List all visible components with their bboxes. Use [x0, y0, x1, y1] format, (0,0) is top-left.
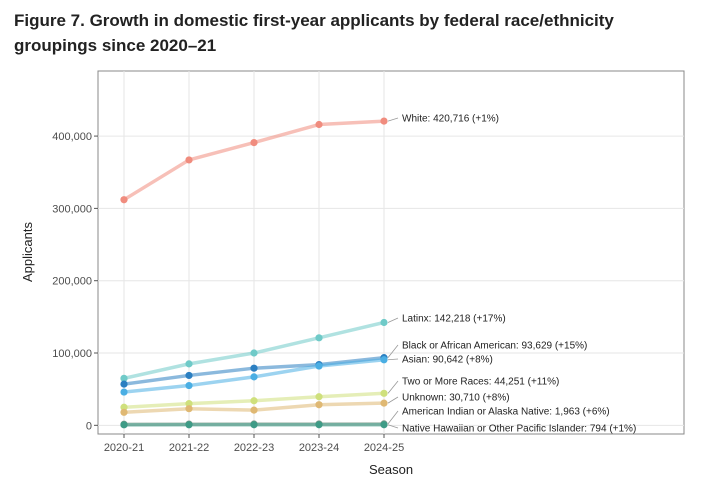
y-axis: 0 100,000 200,000 300,000 400,000 [52, 131, 98, 432]
data-point-latinx [250, 349, 258, 357]
y-tick-label: 100,000 [52, 348, 92, 360]
data-point-asian [315, 362, 323, 370]
series-labels: White: 420,716 (+1%) Latinx: 142,218 (+17… [387, 114, 636, 435]
label-leader-white [387, 117, 399, 122]
x-axis: 2020-21 2021-22 2022-23 2023-24 2024-25 [104, 434, 404, 454]
chart-title: Figure 7. Growth in domestic first-year … [14, 11, 614, 55]
y-tick-label: 400,000 [52, 131, 92, 143]
series-lines [120, 117, 388, 429]
series-label-native-hawaiian-or-other-pacific-islander: Native Hawaiian or Other Pacific Islande… [402, 424, 636, 435]
data-point-native-hawaiian-or-other-pacific-islander [315, 421, 323, 429]
data-point-white [315, 120, 323, 129]
data-point-black-or-african-american [185, 371, 193, 380]
series-label-white: White: 420,716 (+1%) [402, 114, 499, 125]
label-leader-unknown [387, 396, 399, 404]
x-tick-label: 2022-23 [234, 442, 274, 454]
data-point-white [380, 117, 388, 125]
data-point-white [185, 156, 193, 164]
series-label-asian: Asian: 90,642 (+8%) [402, 355, 493, 366]
label-leader-latinx [387, 317, 399, 323]
data-point-latinx [380, 318, 388, 327]
data-point-asian [120, 388, 128, 396]
x-tick-label: 2024-25 [364, 442, 404, 454]
series-label-black-or-african-american: Black or African American: 93,629 (+15%) [402, 341, 587, 352]
y-tick-label: 0 [86, 420, 92, 432]
data-point-unknown [120, 408, 128, 416]
label-leader-american-indian-or-alaska-native [387, 410, 399, 425]
x-tick-label: 2023-24 [299, 442, 339, 454]
data-point-black-or-african-american [120, 380, 128, 388]
x-axis-title: Season [369, 462, 413, 477]
data-point-two-or-more-races [250, 397, 258, 405]
data-point-latinx [315, 334, 323, 342]
x-tick-label: 2020-21 [104, 442, 144, 454]
data-point-latinx [185, 360, 193, 368]
data-point-native-hawaiian-or-other-pacific-islander [185, 421, 193, 429]
data-point-unknown [315, 401, 323, 409]
series-label-unknown: Unknown: 30,710 (+8%) [402, 393, 510, 404]
label-leader-black-or-african-american [387, 344, 399, 358]
data-point-unknown [380, 399, 388, 407]
series-label-two-or-more-races: Two or More Races: 44,251 (+11%) [402, 377, 559, 388]
plot-panel [97, 70, 685, 435]
data-point-two-or-more-races [185, 400, 193, 408]
data-point-asian [250, 373, 258, 381]
series-label-american-indian-or-alaska-native: American Indian or Alaska Native: 1,963 … [402, 407, 610, 418]
data-point-two-or-more-races [380, 389, 388, 397]
label-leader-two-or-more-races [387, 380, 399, 394]
label-leader-asian [387, 358, 399, 361]
series-label-latinx: Latinx: 142,218 (+17%) [402, 314, 506, 325]
data-point-native-hawaiian-or-other-pacific-islander [120, 421, 128, 429]
data-point-two-or-more-races [315, 393, 323, 401]
x-tick-label: 2021-22 [169, 442, 209, 454]
data-point-two-or-more-races [120, 403, 128, 411]
data-point-black-or-african-american [250, 364, 258, 372]
y-axis-title: Applicants [20, 222, 35, 282]
y-tick-label: 200,000 [52, 276, 92, 288]
data-point-unknown [185, 405, 193, 413]
data-point-white [120, 196, 128, 204]
data-point-latinx [120, 374, 128, 382]
data-point-white [250, 138, 258, 147]
data-point-native-hawaiian-or-other-pacific-islander [250, 421, 258, 429]
y-tick-label: 300,000 [52, 203, 92, 215]
data-point-unknown [250, 406, 258, 414]
data-point-asian [380, 356, 388, 364]
data-point-native-hawaiian-or-other-pacific-islander [380, 421, 388, 429]
label-leader-native-hawaiian-or-other-pacific-islander [387, 424, 399, 429]
data-point-asian [185, 381, 193, 390]
